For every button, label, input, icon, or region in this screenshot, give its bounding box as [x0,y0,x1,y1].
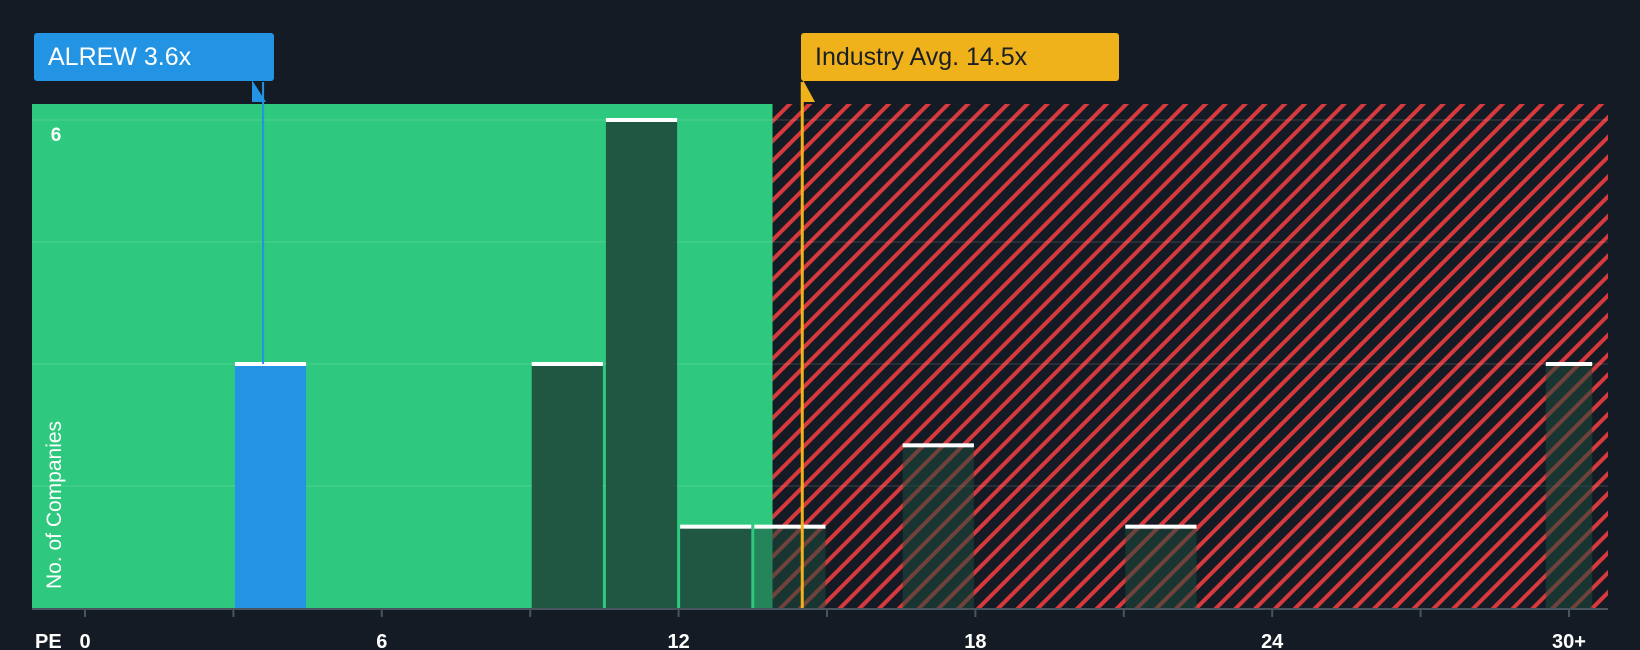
x-tick-label-0: 0 [79,631,90,650]
bar-top-5 [902,443,974,448]
bar-top-4 [754,524,826,529]
bar-top-1 [531,362,603,366]
bar-2 [605,120,678,608]
bar-top-2 [605,118,678,122]
bar-6 [1125,526,1197,608]
y-tick-label-6: 6 [51,125,62,146]
bar-top-0 [234,362,307,366]
company-callout-pointer [252,80,266,102]
bar-0 [234,364,307,608]
x-tick-label-12: 12 [667,631,689,650]
x-axis-label: PE [35,631,62,650]
bar-top-3 [680,524,752,529]
y-axis-label: No. of Companies [43,420,66,590]
x-tick-label-30+: 30+ [1552,631,1586,650]
industry-callout-pointer [803,80,815,102]
bar-top-6 [1125,524,1197,529]
bar-4 [754,526,826,608]
bar-7 [1545,364,1593,608]
x-tick-label-24: 24 [1261,631,1284,650]
industry-avg-callout: Industry Avg. 14.5x [801,33,1119,81]
company-pe-callout: ALREW 3.6x [34,33,274,81]
bar-3 [680,526,752,608]
x-tick-label-18: 18 [964,631,986,650]
bar-5 [902,445,974,608]
bar-1 [531,364,603,608]
bar-top-7 [1545,362,1593,366]
x-tick-label-6: 6 [376,631,387,650]
